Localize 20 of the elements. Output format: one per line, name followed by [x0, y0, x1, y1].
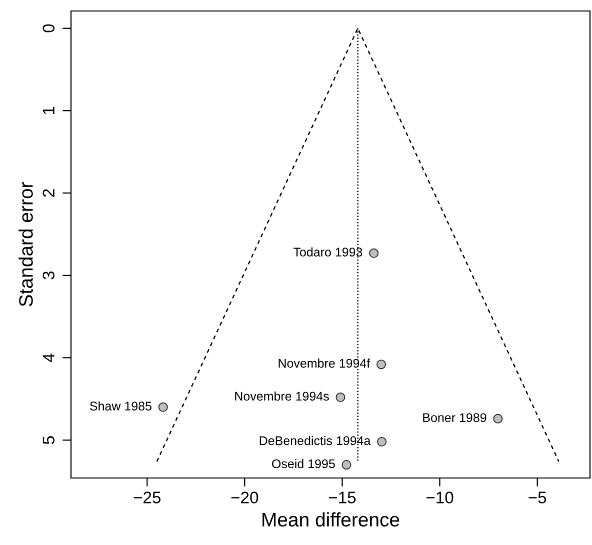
y-tick-label: 3: [42, 271, 55, 280]
y-tick-label: 1: [42, 106, 54, 114]
y-axis-title: Standard error: [18, 182, 33, 306]
x-tick-label: −20: [231, 492, 258, 504]
x-tick-label: −25: [134, 492, 161, 504]
y-tick-label: 2: [42, 189, 54, 197]
annotation: Boner 1989: [423, 413, 486, 422]
x-axis-title: Mean difference: [262, 512, 400, 527]
annotation: Oseid 1995: [272, 458, 335, 468]
x-tick-label: −15: [328, 492, 356, 504]
annotation: Todaro 1993: [293, 247, 362, 257]
y-tick-label: 5: [42, 436, 55, 444]
annotation: Novembre 1994f: [278, 358, 370, 368]
x-tick-label: −5: [528, 492, 546, 504]
x-tick-label: −10: [426, 492, 454, 504]
y-tick-label: 4: [42, 354, 54, 362]
annotation: DeBenedictis 1994a: [260, 436, 371, 446]
annotation: Novembre 1994s: [235, 391, 329, 401]
y-tick-label: 0: [42, 24, 55, 32]
annotation: Shaw 1985: [90, 401, 152, 411]
